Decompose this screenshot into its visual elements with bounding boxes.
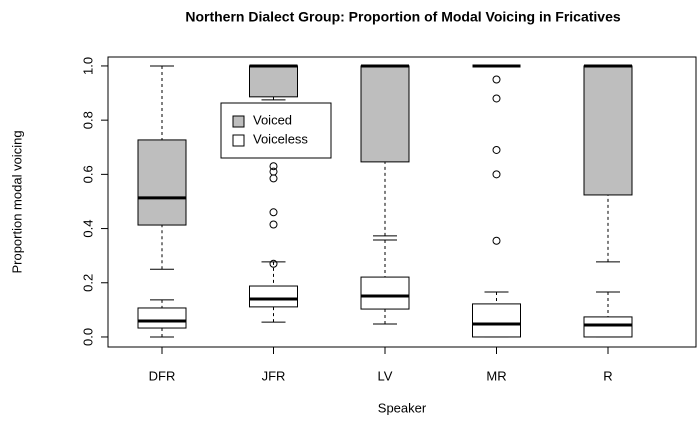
x-tick-label: LV [378, 368, 393, 383]
box [360, 65, 410, 163]
box [249, 65, 298, 98]
y-tick-label: 0.4 [80, 220, 95, 238]
box [137, 307, 187, 329]
x-tick-label: DFR [149, 368, 176, 383]
box [583, 65, 633, 196]
legend-swatch [232, 115, 245, 128]
box [137, 139, 187, 226]
outlier [492, 236, 501, 245]
outlier [269, 174, 278, 183]
chart-title: Northern Dialect Group: Proportion of Mo… [185, 9, 621, 25]
outlier [269, 220, 278, 229]
outlier [269, 162, 278, 171]
legend-label: Voiced [253, 112, 292, 127]
box [583, 316, 633, 338]
y-tick-label: 0.2 [80, 274, 95, 292]
outlier [492, 94, 501, 103]
x-tick-label: R [603, 368, 612, 383]
outlier [492, 170, 501, 179]
box [249, 285, 298, 308]
outlier [269, 259, 278, 268]
outlier [269, 167, 278, 176]
x-axis-label: Speaker [378, 400, 427, 415]
legend-label: Voiceless [253, 131, 308, 146]
box [472, 303, 521, 338]
y-tick-label: 0.0 [80, 328, 95, 346]
outlier [269, 208, 278, 217]
legend-box [220, 102, 332, 159]
y-tick-label: 0.8 [80, 111, 95, 129]
plot-frame [107, 56, 697, 348]
x-tick-label: MR [486, 368, 506, 383]
box [360, 276, 410, 310]
outlier [492, 145, 501, 154]
y-axis-label: Proportion modal voicing [9, 130, 24, 273]
legend-swatch [232, 134, 245, 147]
outlier [492, 75, 501, 84]
y-tick-label: 0.6 [80, 165, 95, 183]
x-tick-label: JFR [262, 368, 286, 383]
y-tick-label: 1.0 [80, 57, 95, 75]
